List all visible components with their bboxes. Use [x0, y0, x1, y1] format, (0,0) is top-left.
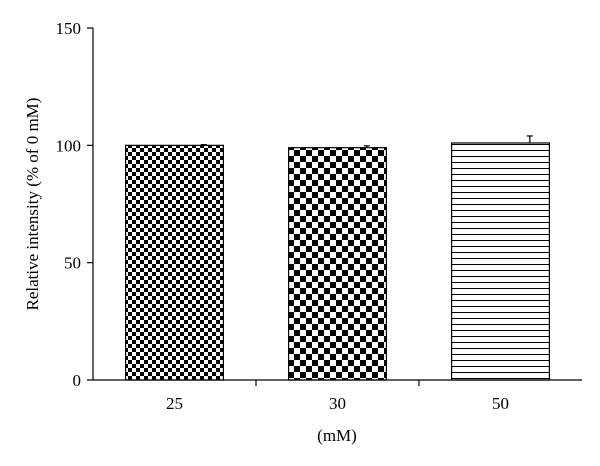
error-bars-group — [200, 135, 533, 148]
y-axis-ticks: 0 50 100 150 — [56, 19, 93, 390]
x-tick-label-25: 25 — [166, 394, 183, 413]
x-axis-title: (mM) — [317, 426, 357, 445]
x-tick-label-30: 30 — [329, 394, 346, 413]
bar-30 — [288, 147, 388, 381]
bar-50 — [451, 142, 551, 381]
y-tick-label-0: 0 — [73, 371, 82, 390]
y-axis-title: Relative intensity (% of 0 mM) — [23, 98, 42, 311]
x-tick-label-50: 50 — [492, 394, 509, 413]
bars-group — [124, 142, 551, 381]
x-axis-ticks: 25 30 50 — [166, 380, 509, 413]
y-tick-label-50: 50 — [64, 254, 81, 273]
y-tick-label-150: 150 — [56, 19, 82, 38]
bar-25 — [124, 144, 225, 381]
y-tick-label-100: 100 — [56, 136, 82, 155]
